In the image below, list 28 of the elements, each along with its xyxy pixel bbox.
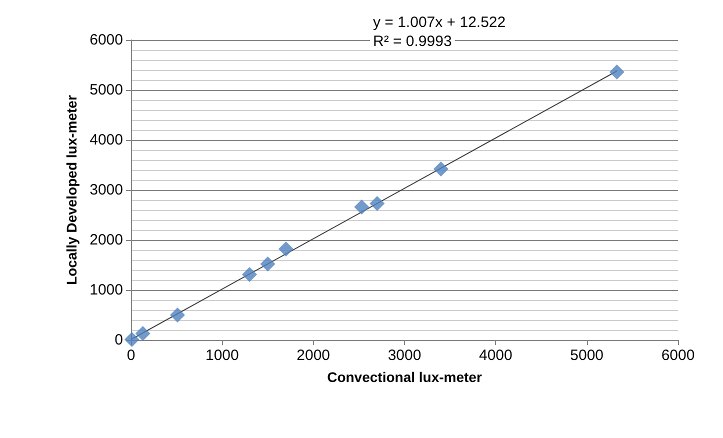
y-tick-label: 5000 — [90, 82, 123, 98]
y-tick-label: 0 — [114, 332, 123, 348]
point — [354, 200, 370, 214]
x-tick-label: 3000 — [388, 347, 422, 364]
annotation: R² = 0.9993 — [373, 33, 452, 50]
x-tick-label: 1000 — [205, 347, 239, 364]
point — [124, 332, 140, 347]
y-tick-label: 4000 — [90, 132, 123, 148]
x-axis-title: Convectional lux-meter — [327, 369, 482, 385]
x-tick-label: 4000 — [478, 347, 512, 364]
x-tick-label: 0 — [126, 347, 136, 364]
point — [609, 64, 624, 80]
point — [242, 267, 258, 282]
point — [370, 196, 385, 211]
y-tick-label: 2000 — [90, 232, 123, 248]
y-axis-title: Locally Developed lux-meter — [64, 94, 80, 285]
point — [135, 326, 150, 341]
x-tick-label: 6000 — [661, 347, 695, 364]
point — [170, 308, 185, 322]
y-tick-label: 3000 — [90, 182, 123, 198]
x-tick-label: 5000 — [570, 347, 604, 364]
text: y = 1.007x + 12.522 — [373, 14, 506, 31]
point — [260, 256, 276, 272]
point — [278, 242, 294, 256]
x-tick-label: 2000 — [296, 347, 330, 364]
y-tick-label: 6000 — [90, 32, 123, 48]
y-tick-label: 1000 — [90, 282, 123, 298]
point — [433, 162, 448, 176]
